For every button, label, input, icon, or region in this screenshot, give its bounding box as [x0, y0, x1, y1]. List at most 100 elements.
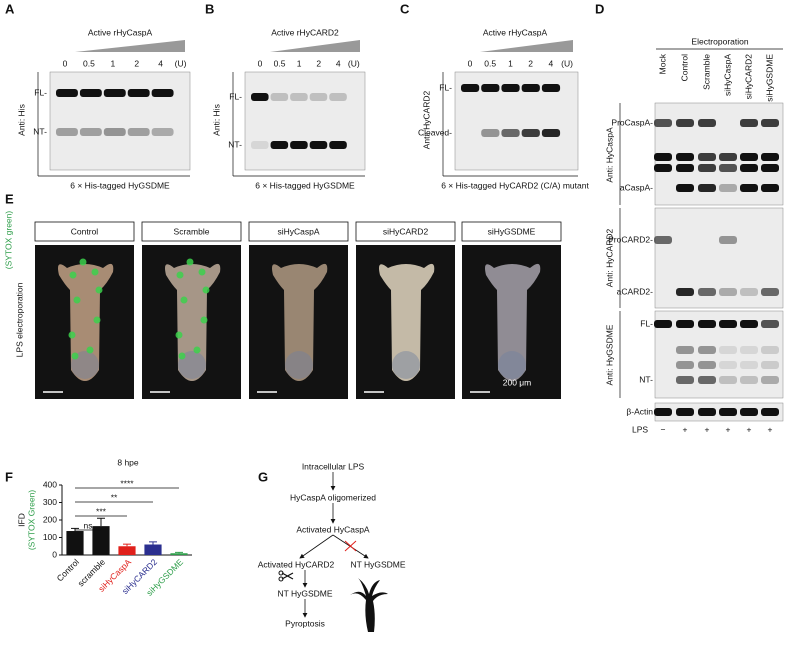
pathway-step: Activated HyCaspA: [296, 524, 370, 534]
band: [698, 320, 716, 328]
antibody-label: Anti: HyGSDME: [604, 324, 614, 385]
band: [676, 119, 694, 127]
group-label: siHyGSDME: [488, 226, 536, 236]
scale-bar-label: 200 μm: [503, 377, 532, 387]
band: [481, 129, 500, 137]
band: [740, 164, 758, 172]
caption: 6 × His-tagged HyCARD2 (C/A) mutant: [441, 180, 589, 190]
band: [541, 84, 561, 92]
y-tick-label: 400: [43, 479, 57, 489]
band: [329, 93, 347, 101]
sytox-spot: [175, 331, 183, 339]
lps-sign: +: [683, 424, 688, 434]
sytox-spot: [186, 258, 194, 266]
lane-label: (U): [561, 58, 573, 68]
hydra-foot: [71, 351, 99, 379]
band: [290, 141, 308, 149]
band: [740, 153, 758, 161]
sytox-spot: [79, 258, 87, 266]
band: [761, 119, 779, 127]
y-tick-label: 300: [43, 497, 57, 507]
caption: 6 × His-tagged HyGSDME: [70, 180, 170, 190]
antibody-label: Anti: HyCARD2: [421, 90, 431, 149]
band: [698, 361, 716, 369]
band: [698, 346, 716, 354]
sytox-spot: [71, 352, 79, 360]
band: [761, 376, 779, 384]
band: [698, 376, 716, 384]
row-label: LPS electroporation: [14, 282, 24, 357]
pathway-step: HyCaspA oligomerized: [290, 492, 376, 502]
lps-sign: +: [747, 424, 752, 434]
hydra-body: [379, 263, 435, 381]
lane-label: 4: [158, 58, 163, 68]
y-axis-label: IFD: [16, 513, 26, 527]
panel-letter: C: [400, 1, 410, 16]
group-label: Control: [71, 226, 99, 236]
lane-label: 4: [336, 58, 341, 68]
header-box: [355, 221, 456, 242]
y-tick-label: 100: [43, 532, 57, 542]
band: [761, 153, 779, 161]
lane-label: 1: [297, 58, 302, 68]
column-label: Mock: [657, 53, 667, 74]
band: [761, 346, 779, 354]
panel-title: Active rHyCaspA: [483, 27, 548, 37]
scissors: [281, 572, 294, 580]
pathway-step: Pyroptosis: [285, 618, 325, 628]
band: [309, 141, 328, 149]
bar: [118, 546, 136, 555]
band: [740, 119, 758, 127]
hydra-foot: [178, 351, 206, 379]
band: [676, 288, 694, 296]
pathway-step: NT HyGSDME: [350, 559, 405, 569]
band-label: NT-: [639, 374, 653, 384]
band: [676, 153, 694, 161]
panel-letter: E: [5, 191, 14, 206]
panel-letter: B: [205, 1, 214, 16]
blot: [244, 71, 366, 171]
band: [698, 184, 716, 192]
lane-label: 4: [549, 58, 554, 68]
sytox-spot: [93, 316, 101, 324]
band: [719, 184, 737, 192]
band: [740, 376, 758, 384]
wedge: [480, 40, 573, 52]
band-label: ProCARD2-: [608, 234, 653, 244]
band: [56, 89, 78, 97]
block-cross: [344, 540, 357, 552]
band-label: FL-: [439, 82, 452, 92]
lps-sign: −: [661, 424, 666, 434]
lps-sign: +: [705, 424, 710, 434]
band: [654, 320, 672, 328]
column-label: siHyCaspA: [722, 54, 732, 96]
sytox-spot: [198, 268, 206, 276]
sytox-spot: [69, 271, 77, 279]
pathway-step: NT HyGSDME: [277, 588, 332, 598]
band: [309, 93, 328, 101]
band: [698, 153, 716, 161]
sytox-spot: [95, 286, 103, 294]
header-box: [461, 221, 562, 242]
band: [654, 236, 672, 244]
column-label: siHyCARD2: [743, 54, 753, 100]
sytox-spot: [86, 346, 94, 354]
band: [127, 89, 150, 97]
band-label: ProCaspA-: [611, 117, 653, 127]
hydra-foot: [285, 351, 313, 379]
stain-label: (SYTOX green): [3, 211, 13, 270]
lane-label: 0.5: [274, 58, 286, 68]
band: [329, 141, 347, 149]
lane-label: 2: [316, 58, 321, 68]
group-label: siHyCaspA: [277, 226, 319, 236]
wedge: [270, 40, 360, 52]
band-label: NT-: [228, 139, 242, 149]
band: [270, 141, 289, 149]
antibody-label: Anti: HyCaspA: [604, 127, 614, 183]
sytox-spot: [91, 268, 99, 276]
band: [676, 346, 694, 354]
panel-letter: D: [595, 1, 604, 16]
bar: [92, 526, 110, 555]
band-label: Cleaved-: [418, 127, 452, 137]
